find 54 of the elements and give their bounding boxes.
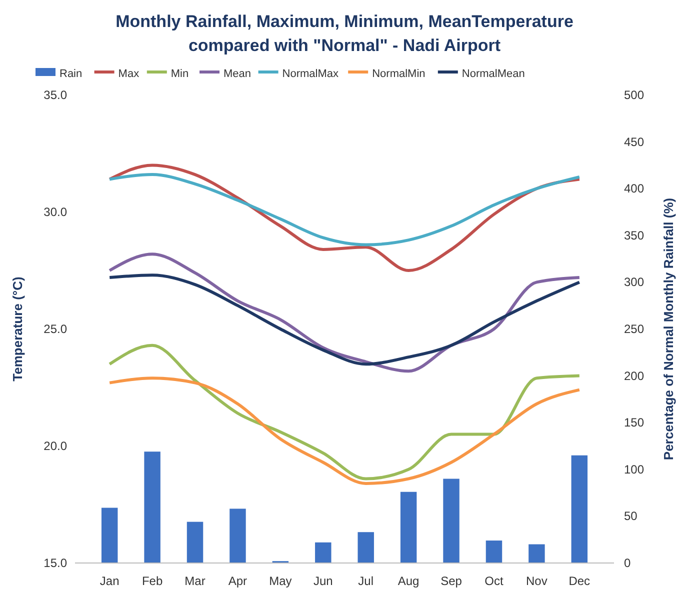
bar <box>486 540 502 563</box>
bar <box>400 492 417 563</box>
bar <box>101 508 118 563</box>
x-tick-label: Mar <box>184 574 206 588</box>
y2-tick-label: 350 <box>624 228 644 242</box>
x-tick-label: Aug <box>398 574 420 588</box>
x-tick-label: Jan <box>100 574 120 588</box>
x-tick-label: Apr <box>228 574 248 588</box>
x-tick-label: Sep <box>440 574 462 588</box>
x-tick-label: Feb <box>142 574 163 588</box>
legend-label: NormalMean <box>462 68 525 80</box>
y-tick-label: 20.0 <box>44 439 68 453</box>
bar <box>230 508 246 563</box>
line-series <box>108 344 581 480</box>
legend-label: Max <box>118 68 140 80</box>
bar <box>571 455 588 563</box>
y2-tick-label: 300 <box>624 275 644 290</box>
y2-tick-label: 450 <box>624 134 644 149</box>
y-tick-label: 15.0 <box>44 556 68 570</box>
legend-label: Mean <box>224 68 252 80</box>
bar <box>358 532 374 563</box>
x-tick-label: Dec <box>568 574 590 588</box>
x-tick-label: Jun <box>313 574 333 588</box>
bar <box>186 522 204 563</box>
legend-label: NormalMax <box>282 68 340 80</box>
legend-label: Min <box>170 68 189 80</box>
line-series <box>108 252 581 373</box>
y-axis-title: Temperature (°C) <box>10 276 25 382</box>
line-series <box>108 274 581 366</box>
x-tick-label: May <box>269 574 292 588</box>
y-tick-label: 30.0 <box>44 205 68 219</box>
y-tick-label: 25.0 <box>44 322 68 336</box>
y2-axis-title: Percentage of Normal Monthly Rainfall (%) <box>661 198 676 460</box>
chart-title: Monthly Rainfall, Maximum, Minimum, MeanTemperature compared with "Normal" - Nadi Airport <box>116 12 574 55</box>
y2-tick-label: 0 <box>624 556 631 570</box>
y2-tick-label: 200 <box>624 368 644 383</box>
y-tick-label: 35.0 <box>44 88 68 102</box>
y2-tick-label: 250 <box>624 322 644 336</box>
bar <box>315 542 332 563</box>
x-tick-label: Nov <box>526 574 548 588</box>
legend-label: NormalMin <box>372 68 426 80</box>
y2-tick-label: 50 <box>624 509 638 524</box>
bar <box>144 452 160 563</box>
line-series <box>108 173 581 246</box>
y2-tick-label: 100 <box>624 462 644 476</box>
bar <box>443 478 460 563</box>
y2-tick-label: 400 <box>624 182 644 196</box>
legend-label: Rain <box>60 68 82 80</box>
x-tick-label: Oct <box>484 574 504 588</box>
y2-tick-label: 150 <box>624 416 644 430</box>
x-tick-label: Jul <box>358 574 374 588</box>
y2-tick-label: 500 <box>624 88 644 102</box>
bar <box>528 544 545 563</box>
line-series <box>108 376 581 485</box>
